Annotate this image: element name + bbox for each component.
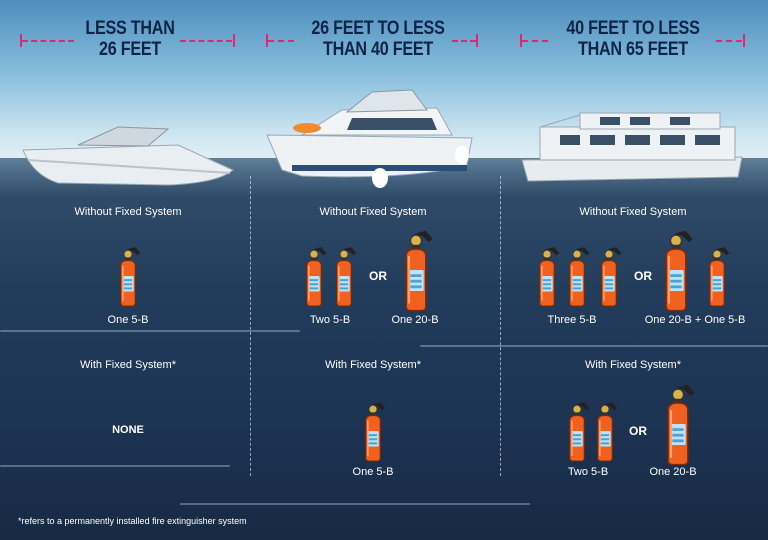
column-header-small: LESS THAN 26 FEET	[71, 18, 190, 60]
with-fixed-label: With Fixed System*	[80, 359, 176, 371]
range-marker-dash	[452, 40, 476, 42]
header-line: 26 FEET	[99, 39, 161, 60]
fire-extinguisher-icon	[697, 245, 737, 307]
range-marker-dash	[522, 40, 548, 42]
header-line: THAN 40 FEET	[322, 39, 433, 60]
water-streak	[420, 345, 768, 347]
range-marker-end	[476, 34, 478, 47]
header-line: 26 FEET TO LESS	[311, 18, 445, 39]
fire-extinguisher-icon	[648, 228, 704, 312]
fire-extinguisher-icon	[324, 245, 364, 307]
water-streak	[0, 330, 300, 332]
header-line: 40 FEET TO LESS	[566, 18, 700, 39]
header-line: THAN 65 FEET	[577, 39, 688, 60]
without-fixed-label: Without Fixed System	[74, 206, 182, 218]
option-label: Two 5-B	[309, 314, 351, 326]
range-marker-start	[520, 34, 522, 47]
footnote: *refers to a permanently installed fire …	[18, 516, 247, 526]
none-label: NONE	[112, 424, 144, 436]
or-label: OR	[634, 269, 652, 283]
option-label: One 5-B	[352, 466, 394, 478]
range-marker-start	[266, 34, 268, 47]
fire-extinguisher-icon	[650, 382, 706, 466]
speedboat-icon	[22, 126, 234, 186]
option-label: One 20-B + One 5-B	[644, 314, 746, 326]
fire-extinguisher-icon	[388, 228, 444, 312]
or-label: OR	[629, 424, 647, 438]
column-header-large: 40 FEET TO LESS THAN 65 FEET	[552, 18, 714, 60]
water-background	[0, 158, 768, 540]
water-streak	[180, 503, 530, 505]
column-divider	[500, 176, 501, 476]
with-fixed-label: With Fixed System*	[585, 359, 681, 371]
option-label: One 20-B	[649, 466, 697, 478]
houseboat-icon	[521, 112, 743, 182]
range-marker-dash	[268, 40, 294, 42]
range-marker-dash	[716, 40, 742, 42]
option-label: One 5-B	[107, 314, 149, 326]
range-marker-end	[743, 34, 745, 47]
fire-extinguisher-icon	[353, 400, 393, 462]
with-fixed-label: With Fixed System*	[325, 359, 421, 371]
yacht-icon	[266, 89, 473, 188]
range-marker-end	[233, 34, 235, 47]
fire-extinguisher-icon	[589, 245, 629, 307]
option-label: Two 5-B	[567, 466, 609, 478]
fire-extinguisher-icon	[585, 400, 625, 462]
header-line: LESS THAN	[85, 18, 175, 39]
range-marker-dash	[22, 40, 74, 42]
column-divider	[250, 176, 251, 476]
fire-extinguisher-icon	[108, 245, 148, 307]
without-fixed-label: Without Fixed System	[579, 206, 687, 218]
option-label: One 20-B	[391, 314, 439, 326]
range-marker-dash	[180, 40, 232, 42]
column-header-medium: 26 FEET TO LESS THAN 40 FEET	[297, 18, 459, 60]
or-label: OR	[369, 269, 387, 283]
water-streak	[0, 465, 230, 467]
without-fixed-label: Without Fixed System	[319, 206, 427, 218]
range-marker-start	[20, 34, 22, 47]
option-label: Three 5-B	[547, 314, 597, 326]
